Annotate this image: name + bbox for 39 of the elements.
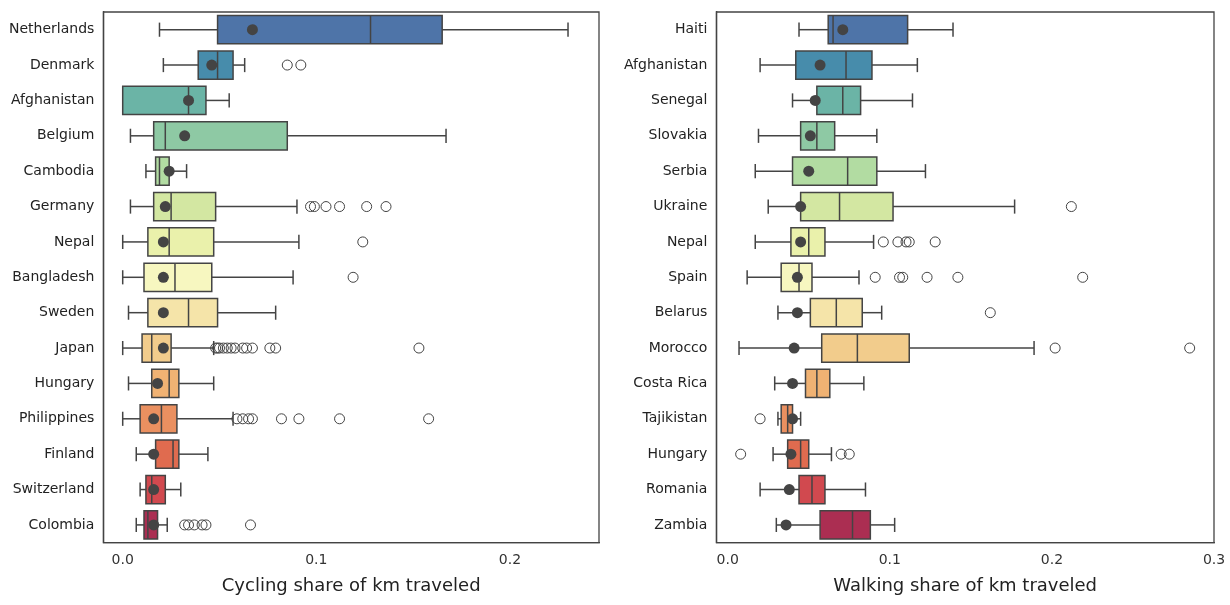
y-tick-label: Netherlands <box>9 20 95 37</box>
y-tick-label: Romania <box>646 480 708 497</box>
x-tick-label: 0.0 <box>716 550 739 567</box>
y-tick-label: Afghanistan <box>11 91 95 108</box>
y-tick-label: Senegal <box>651 91 708 108</box>
y-tick-label: Cambodia <box>23 161 95 178</box>
y-tick-label: Zambia <box>654 515 708 532</box>
y-tick-label: Slovakia <box>648 126 708 143</box>
y-tick-label: Haiti <box>674 20 708 37</box>
y-tick-label: Hungary <box>647 444 708 461</box>
x-tick-label: 0.2 <box>498 550 522 567</box>
y-tick-label: Japan <box>54 338 95 355</box>
y-tick-label: Philippines <box>18 409 95 426</box>
y-tick-label: Nepal <box>53 232 95 249</box>
y-tick-label: Switzerland <box>12 480 95 497</box>
y-tick-label: Germany <box>29 197 95 214</box>
x-tick-label: 0.3 <box>1202 550 1226 567</box>
y-tick-label: Serbia <box>662 161 708 178</box>
y-tick-label: Colombia <box>28 515 95 532</box>
y-tick-label: Costa Rica <box>633 374 708 391</box>
x-tick-label: 0.1 <box>305 550 328 567</box>
y-tick-label: Hungary <box>34 374 95 391</box>
y-tick-label: Tajikistan <box>641 409 708 426</box>
x-tick-label: 0.2 <box>1040 550 1064 567</box>
y-tick-label: Sweden <box>39 303 95 320</box>
y-tick-label: Ukraine <box>653 197 708 214</box>
y-tick-label: Morocco <box>648 338 708 355</box>
y-tick-label: Bangladesh <box>12 267 95 284</box>
y-tick-label: Finland <box>44 444 95 461</box>
x-tick-label: 0.0 <box>111 550 134 567</box>
x-tick-label: 0.1 <box>878 550 901 567</box>
y-tick-label: Belarus <box>654 303 708 320</box>
y-tick-label: Belgium <box>36 126 95 143</box>
y-tick-label: Afghanistan <box>624 55 708 72</box>
y-tick-label: Denmark <box>29 55 96 72</box>
x-axis-title: Walking share of km traveled <box>833 573 1098 595</box>
x-axis-title: Cycling share of km traveled <box>221 573 481 595</box>
y-tick-label: Spain <box>668 267 708 284</box>
y-tick-label: Nepal <box>666 232 708 249</box>
